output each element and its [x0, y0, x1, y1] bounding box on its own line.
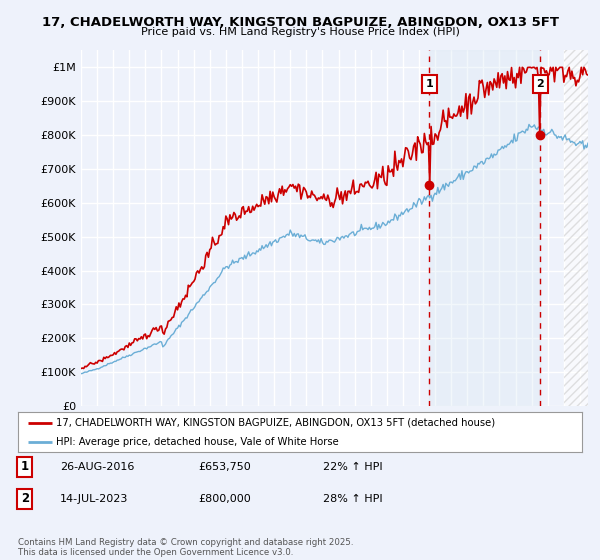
Text: 14-JUL-2023: 14-JUL-2023 [60, 494, 128, 503]
Text: 28% ↑ HPI: 28% ↑ HPI [323, 494, 382, 503]
Text: HPI: Average price, detached house, Vale of White Horse: HPI: Average price, detached house, Vale… [56, 437, 339, 447]
Text: 22% ↑ HPI: 22% ↑ HPI [323, 462, 382, 472]
Text: 2: 2 [21, 492, 29, 505]
Text: 17, CHADELWORTH WAY, KINGSTON BAGPUIZE, ABINGDON, OX13 5FT (detached house): 17, CHADELWORTH WAY, KINGSTON BAGPUIZE, … [56, 418, 496, 428]
Text: £800,000: £800,000 [199, 494, 251, 503]
Text: 26-AUG-2016: 26-AUG-2016 [60, 462, 134, 472]
Text: 1: 1 [21, 460, 29, 473]
Text: 17, CHADELWORTH WAY, KINGSTON BAGPUIZE, ABINGDON, OX13 5FT: 17, CHADELWORTH WAY, KINGSTON BAGPUIZE, … [41, 16, 559, 29]
Text: Contains HM Land Registry data © Crown copyright and database right 2025.
This d: Contains HM Land Registry data © Crown c… [18, 538, 353, 557]
Text: 2: 2 [536, 80, 544, 89]
Text: £653,750: £653,750 [199, 462, 251, 472]
Text: Price paid vs. HM Land Registry's House Price Index (HPI): Price paid vs. HM Land Registry's House … [140, 27, 460, 37]
Text: 1: 1 [425, 80, 433, 89]
Bar [430, 50, 541, 406]
